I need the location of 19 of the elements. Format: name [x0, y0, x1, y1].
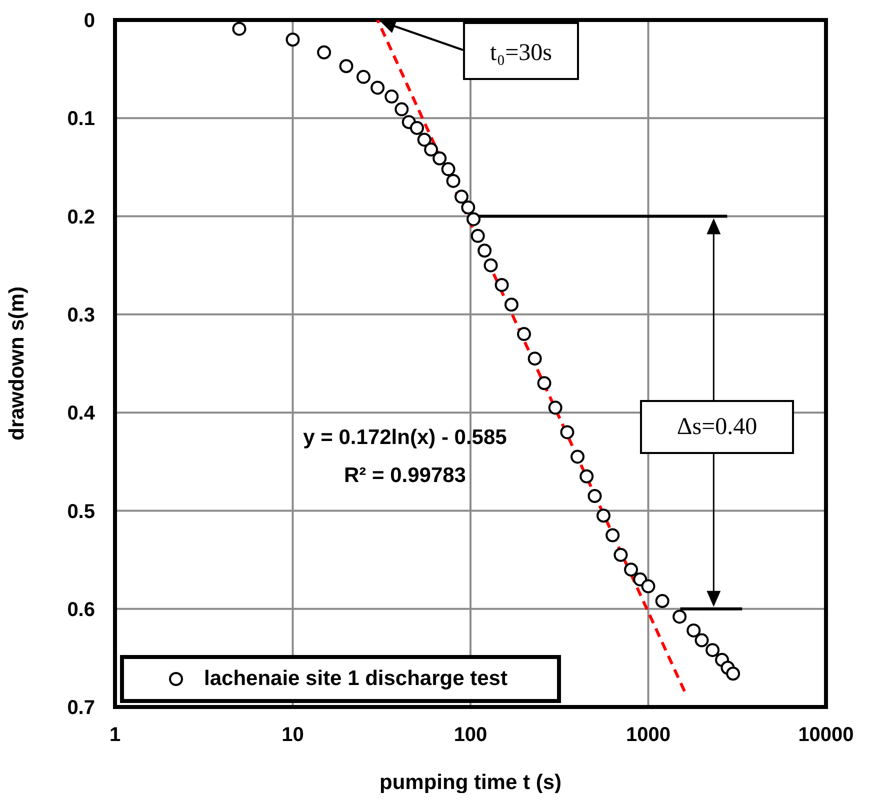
x-tick-label: 100 [454, 724, 488, 746]
annotation: Δs=0.40 [640, 400, 794, 454]
x-tick-label: 1 [109, 724, 121, 746]
y-tick-label: 0.7 [67, 697, 95, 720]
x-tick-label: 1000 [626, 724, 670, 746]
x-tick-label: 10000 [798, 724, 854, 746]
annotation: y = 0.172ln(x) - 0.585 [302, 426, 508, 450]
annotation: R² = 0.99783 [342, 464, 467, 488]
y-axis-title: drawdown s(m) [5, 286, 28, 441]
x-tick-label: 10 [282, 724, 304, 746]
y-tick-label: 0 [84, 10, 95, 32]
y-tick-label: 0.5 [67, 500, 95, 523]
y-tick-label: 0.4 [67, 402, 96, 425]
y-tick-label: 0.6 [67, 598, 95, 621]
legend-label: lachenaie site 1 discharge test [204, 667, 508, 691]
y-tick-label: 0.3 [67, 304, 95, 327]
y-tick-label: 0.1 [67, 108, 95, 130]
annotation: t₀=30s [490, 40, 552, 66]
y-tick-label: 0.2 [67, 206, 95, 228]
